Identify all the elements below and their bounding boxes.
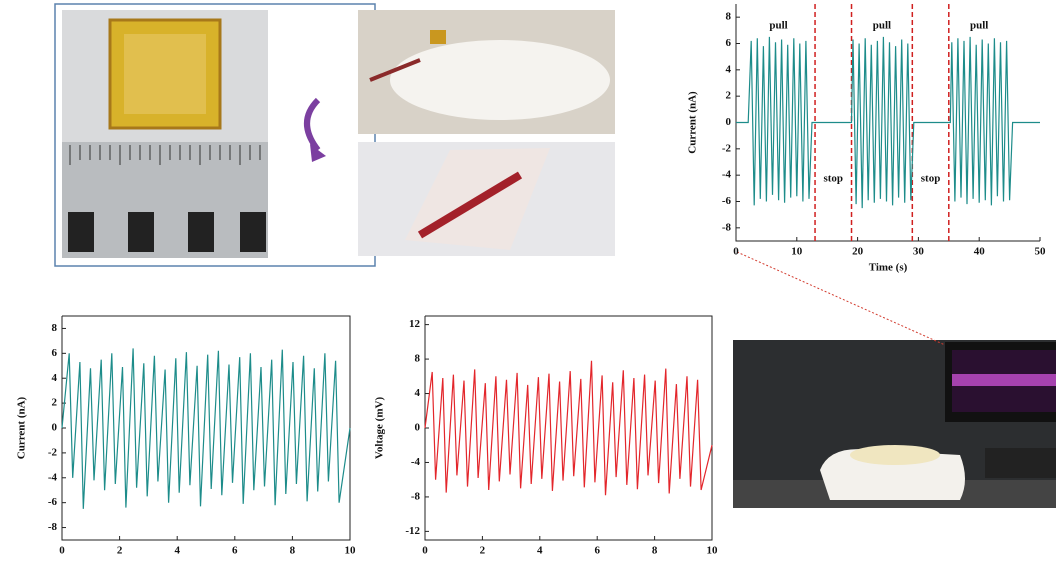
y-tick-label: 0	[52, 422, 58, 434]
y-tick-label: -6	[722, 195, 732, 207]
y-tick-label: 12	[409, 318, 421, 330]
axis-frame	[62, 316, 350, 540]
y-tick-label: 4	[52, 372, 58, 384]
x-tick-label: 0	[422, 545, 428, 557]
y-tick-label: 8	[415, 353, 421, 365]
data-line	[736, 37, 1040, 208]
annotation: stop	[823, 173, 843, 185]
x-tick-label: 8	[290, 545, 296, 557]
setup-photo	[733, 340, 1056, 508]
y-tick-label: -8	[722, 221, 732, 233]
y-tick-label: -2	[722, 142, 732, 154]
y-axis-label: Current (nA)	[687, 91, 699, 154]
x-axis-label: Time (s)	[869, 262, 908, 274]
y-tick-label: 6	[52, 347, 58, 359]
connector	[737, 252, 945, 345]
data-line	[62, 348, 350, 509]
y-tick-label: 4	[415, 387, 421, 399]
annotation: pull	[970, 20, 988, 32]
y-axis-label: Current (nA)	[16, 396, 28, 459]
y-tick-label: 6	[726, 37, 732, 49]
x-tick-label: 8	[652, 545, 658, 557]
x-tick-label: 0	[733, 246, 739, 258]
tissue-photo	[358, 142, 615, 256]
device-photo	[62, 10, 268, 258]
y-axis-label: Voltage (mV)	[374, 397, 386, 460]
x-tick-label: 10	[345, 545, 357, 557]
x-tick-label: 4	[537, 545, 543, 557]
x-tick-label: 30	[913, 246, 925, 258]
y-tick-label: 0	[726, 116, 732, 128]
axis-frame	[425, 316, 712, 540]
annotation: pull	[873, 20, 891, 32]
x-tick-label: 10	[791, 246, 803, 258]
annotation: stop	[921, 173, 941, 185]
x-tick-label: 2	[480, 545, 486, 557]
rat-photo	[358, 10, 615, 134]
x-tick-label: 40	[974, 246, 986, 258]
y-tick-label: -4	[48, 471, 58, 483]
y-tick-label: 2	[726, 90, 732, 102]
x-tick-label: 6	[594, 545, 600, 557]
x-tick-label: 10	[707, 545, 719, 557]
data-line	[425, 361, 712, 495]
x-tick-label: 6	[232, 545, 238, 557]
annotation: pull	[769, 20, 787, 32]
y-tick-label: -4	[722, 169, 732, 181]
y-tick-label: -8	[411, 490, 421, 502]
y-tick-label: -12	[405, 525, 420, 537]
y-tick-label: 0	[415, 422, 421, 434]
y-tick-label: -2	[48, 446, 58, 458]
x-tick-label: 50	[1035, 246, 1047, 258]
y-tick-label: 8	[52, 322, 58, 334]
x-tick-label: 4	[174, 545, 180, 557]
y-tick-label: 2	[52, 397, 58, 409]
y-tick-label: 4	[726, 63, 732, 75]
y-tick-label: -8	[48, 521, 58, 533]
x-tick-label: 20	[852, 246, 864, 258]
x-tick-label: 0	[59, 545, 65, 557]
y-tick-label: -6	[48, 496, 58, 508]
y-tick-label: 8	[726, 11, 732, 23]
y-tick-label: -4	[411, 456, 421, 468]
x-tick-label: 2	[117, 545, 123, 557]
figure: 01020304050-8-6-4-202468Time (s)Current …	[0, 0, 1056, 562]
